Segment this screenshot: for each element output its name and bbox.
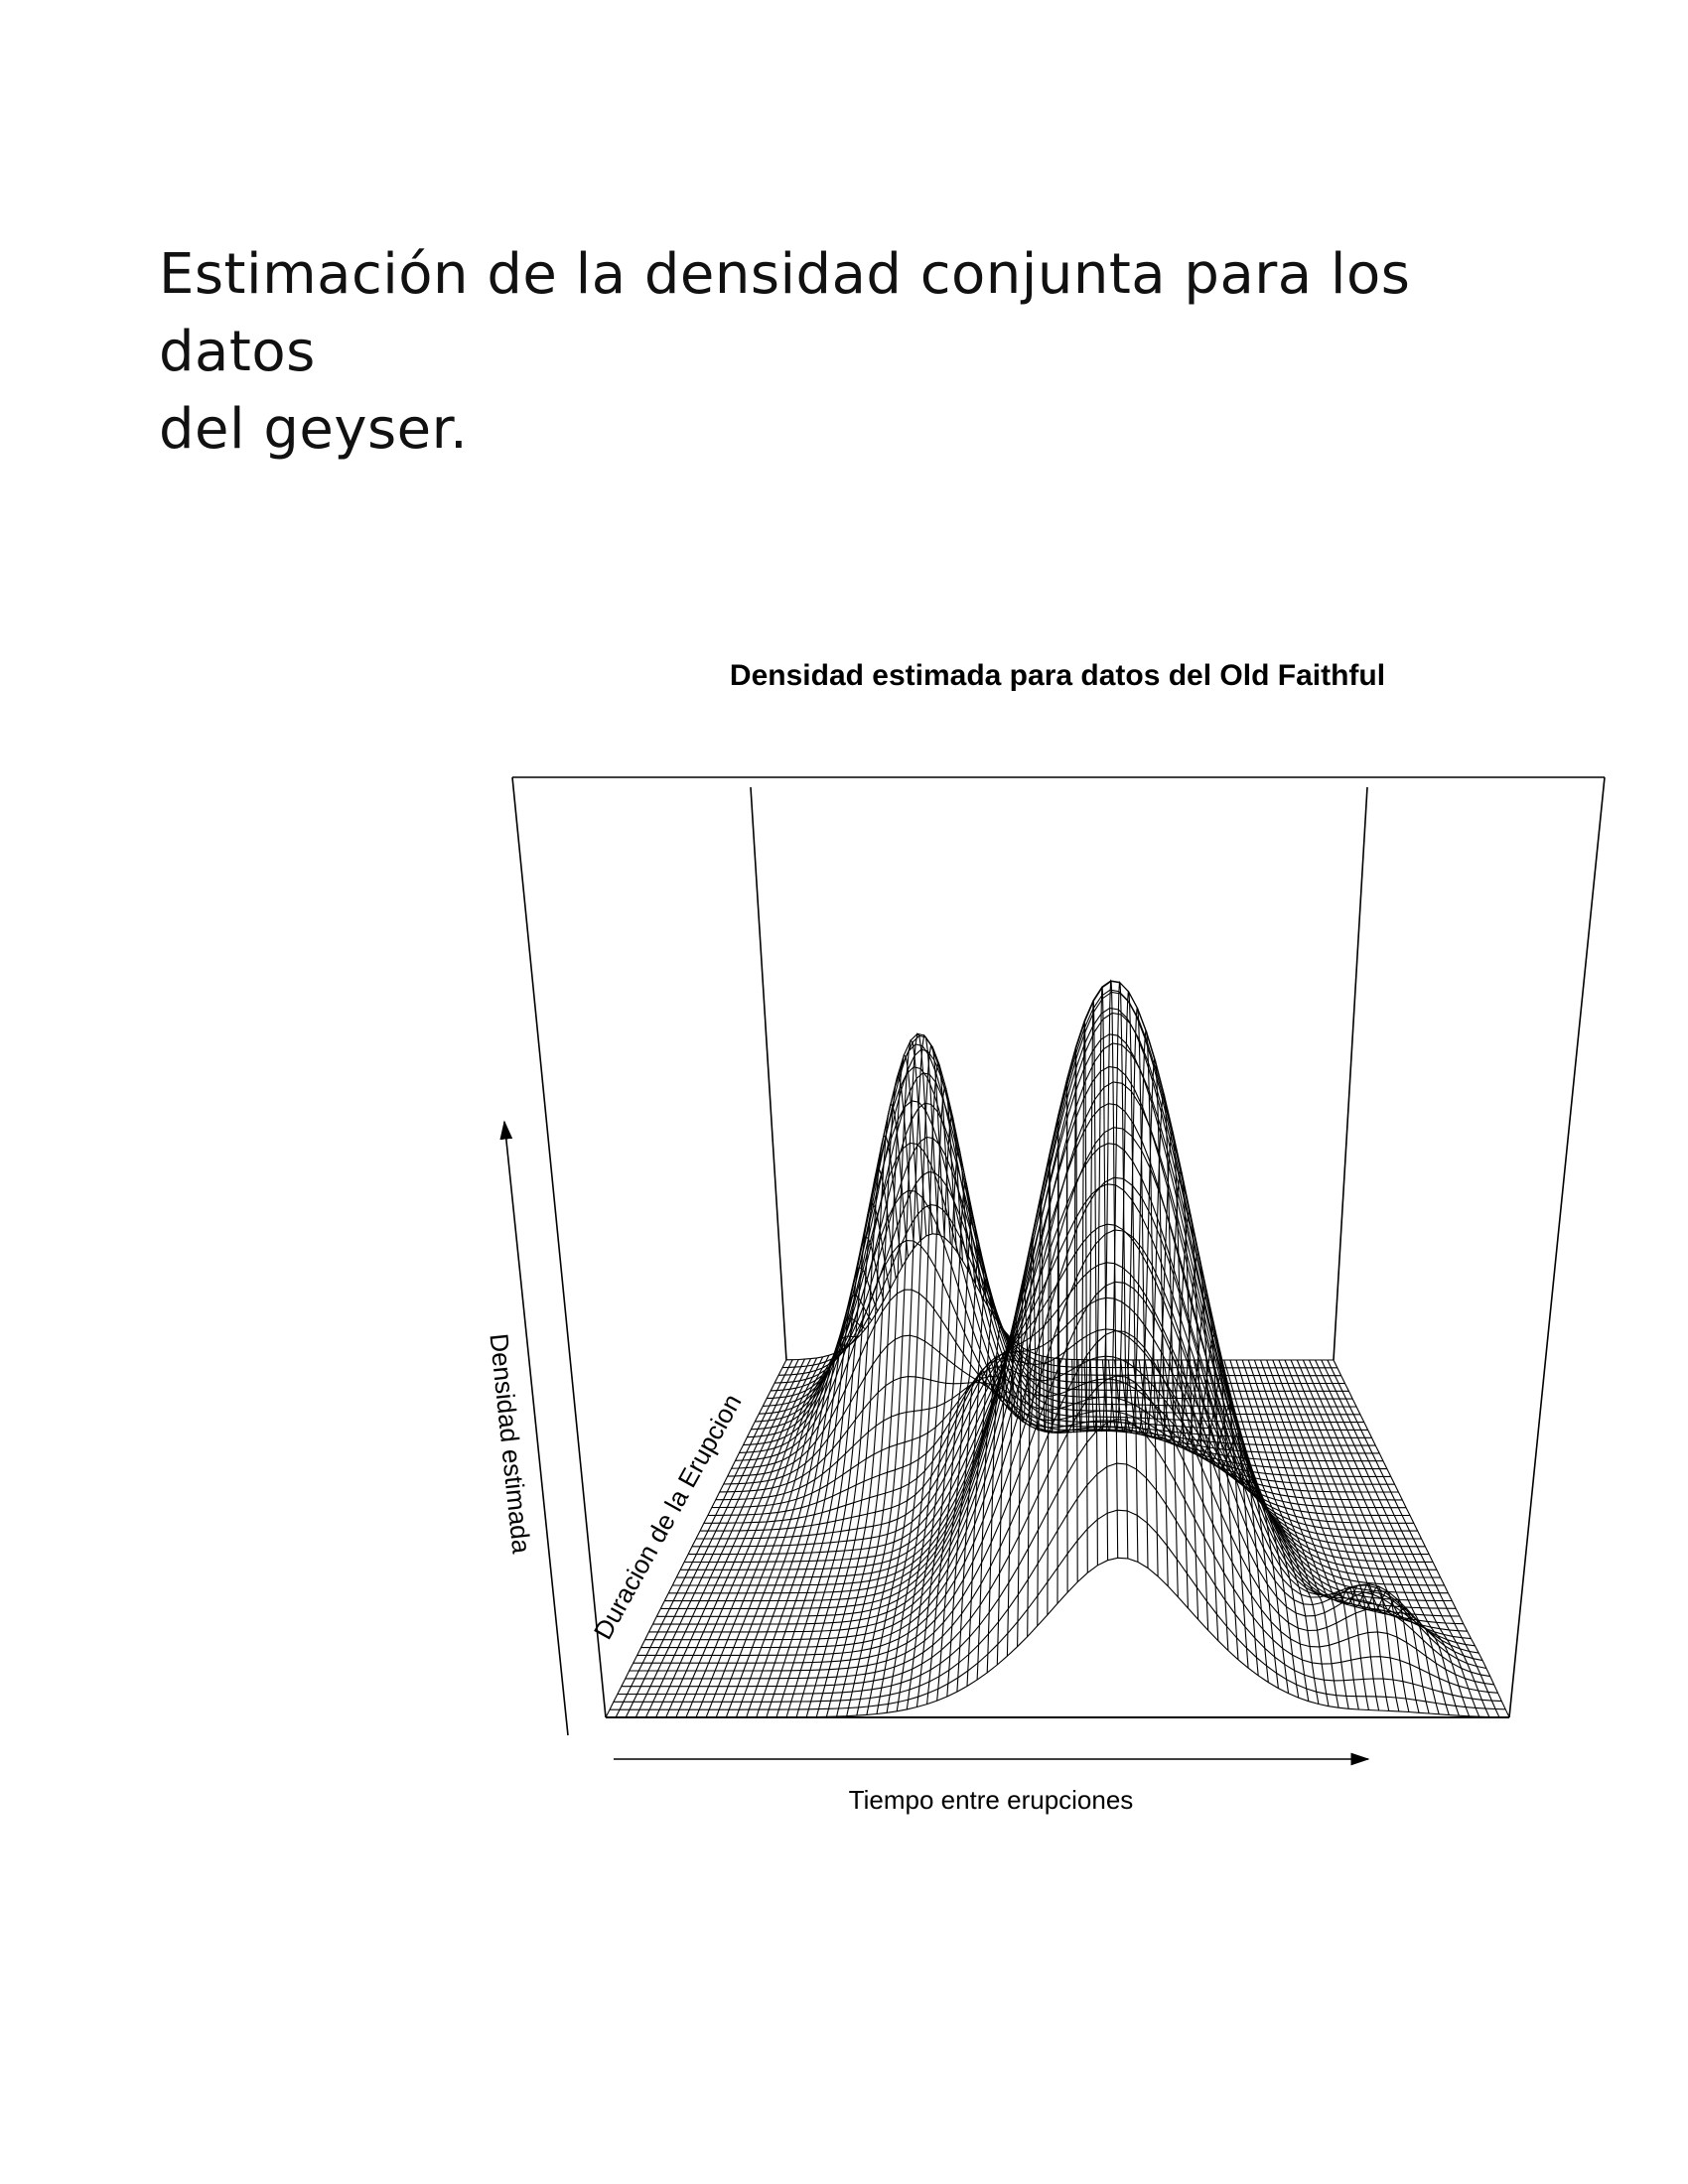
mesh-column-line [675,1354,830,1718]
mesh-column-line [1150,1210,1209,1631]
mesh-column-line [976,1338,1012,1681]
mesh-column-line [1308,1359,1471,1716]
mesh-column-line [1065,1078,1068,1593]
mesh-column-line [644,1358,811,1718]
mesh-column-line [1114,1006,1149,1569]
slide-title-line1: Estimación de la densidad conjunta para … [159,242,1411,384]
mesh-column-line [1333,1359,1510,1718]
mesh-column-line [1017,1277,1037,1647]
mesh-column-line [1302,1359,1460,1716]
mesh-column-line [665,1356,824,1718]
mesh-column-line [1187,1359,1269,1683]
mesh-column-line [1132,1091,1179,1597]
mesh-column-line [926,1214,982,1705]
mesh-column-line [1321,1359,1490,1717]
mesh-column-line [756,1267,879,1718]
mesh-column-line [1006,1313,1031,1657]
mesh-column-line [1120,1028,1159,1576]
mesh-column-line [625,1359,799,1718]
mesh-column-line [685,1352,836,1718]
mesh-column-line [1126,1057,1169,1586]
mesh-column-line [1253,1359,1380,1711]
mesh-column-line [1315,1359,1480,1717]
mesh-column-line [1211,1359,1310,1702]
mesh-column-line [936,1247,988,1702]
mesh-column-line [1077,1020,1088,1573]
mesh-column-line [715,1341,854,1718]
mesh-column-line [825,1054,921,1717]
surface-mesh [605,979,1510,1718]
mesh-column-line [815,1076,915,1717]
chart-title: Densidad estimada para datos del Old Fai… [730,659,1385,692]
mesh-column-line [876,1061,951,1714]
mesh-column-line [856,1033,939,1716]
mesh-column-line [1217,1359,1320,1705]
mesh-column-line [795,1135,903,1717]
mesh-column-line [615,1359,793,1718]
mesh-column-line [836,1038,927,1717]
plot-box [511,776,1606,1718]
mesh-column-line [605,1359,787,1718]
mesh-column-line [1056,1115,1061,1604]
mesh-column-line [1156,1252,1219,1641]
mesh-column-line [785,1167,897,1718]
z-axis-label: Densidad estimada [484,1332,536,1556]
mesh-column-line [695,1349,842,1718]
box-left-edge [511,776,607,1718]
mesh-column-line [1138,1128,1189,1608]
mesh-column-line [1193,1359,1279,1689]
mesh-column-line [1284,1359,1430,1714]
x-axis-label: Tiempo entre erupciones [849,1785,1134,1815]
mesh-column-line [634,1358,805,1718]
mesh-column-line [1083,1000,1098,1566]
mesh-column-line [1204,1359,1300,1699]
mesh-row-line [785,1233,1334,1361]
mesh-row-line [778,1170,1341,1377]
mesh-column-line [1198,1359,1290,1694]
mesh-column-line [1259,1359,1390,1711]
mesh-column-line [1223,1359,1330,1706]
back-left-edge [750,786,787,1361]
back-right-edge [1333,786,1368,1361]
mesh-column-line [805,1104,909,1717]
slide-title: Estimación de la densidad conjunta para … [159,236,1569,469]
mesh-column-line [915,1181,976,1707]
mesh-column-line [1071,1046,1078,1582]
mesh-column-line [1296,1359,1450,1715]
mesh-column-line [906,1148,970,1709]
mesh-column-line [1327,1359,1500,1717]
mesh-column-line [1229,1359,1339,1708]
mesh-column-line [956,1303,1000,1693]
mesh-column-line [1235,1359,1349,1709]
mesh-column-line [966,1324,1006,1687]
mesh-column-line [846,1032,933,1716]
mesh-column-line [866,1043,945,1715]
mesh-column-line [946,1278,994,1698]
mesh-column-line [1047,1154,1055,1615]
mesh-column-line [1107,990,1139,1563]
z-axis-arrow [499,1120,569,1736]
mesh-column-line [1037,1194,1049,1626]
slide-title-line2: del geyser. [159,397,469,462]
box-right-edge [1508,776,1606,1718]
mesh-column-line [996,1347,1025,1666]
mesh-column-line [1247,1359,1369,1710]
mesh-column-line [1175,1359,1249,1669]
mesh-column-line [1272,1359,1410,1712]
mesh-column-line [1089,986,1109,1561]
mesh-column-line [1290,1359,1440,1714]
mesh-column-line [896,1116,964,1711]
mesh-row-line [763,1048,1357,1408]
mesh-column-line [1095,979,1119,1559]
mesh-column-line [705,1346,848,1718]
mesh-column-line [1278,1359,1420,1713]
mesh-column-line [655,1357,818,1718]
mesh-column-line [886,1086,957,1713]
